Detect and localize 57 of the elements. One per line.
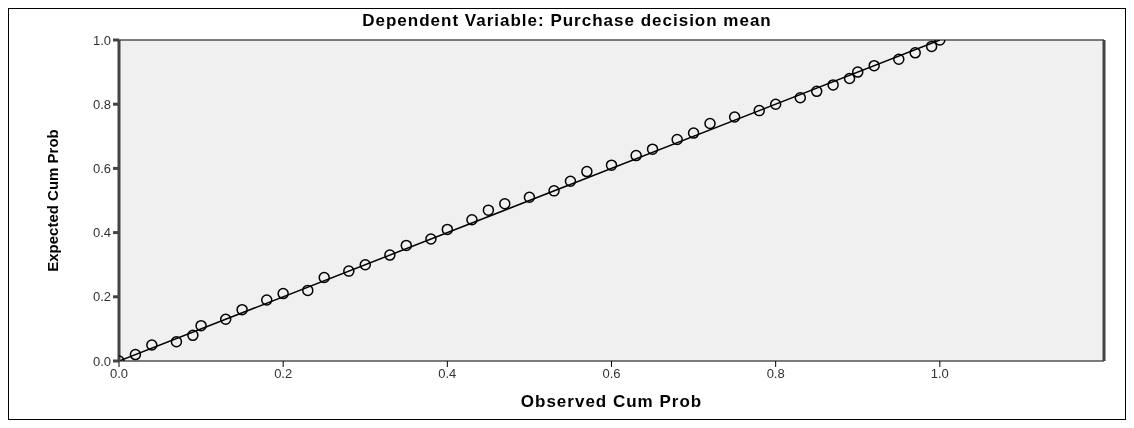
x-tick-label: 0.0: [109, 366, 129, 382]
point: [482, 204, 495, 216]
point: [893, 53, 905, 66]
chart-title: Dependent Variable: Purchase decision mean: [361, 11, 773, 31]
point: [843, 72, 856, 85]
x-tick-label: 1.0: [930, 366, 949, 382]
point: [753, 104, 765, 117]
point: [605, 159, 618, 171]
y-tick-label: 0.4: [92, 225, 111, 241]
y-tick-label: 0.8: [92, 96, 111, 112]
point: [146, 339, 158, 351]
point: [195, 319, 207, 332]
x-axis-title: Observed Cum Prob: [520, 392, 703, 411]
x-tick-label: 0.4: [438, 366, 457, 382]
point: [704, 117, 716, 130]
point: [909, 47, 921, 59]
point: [852, 66, 864, 78]
point: [318, 271, 330, 284]
point: [581, 165, 593, 178]
point: [236, 303, 248, 316]
point: [261, 294, 273, 306]
point: [441, 223, 454, 236]
y-axis-title: Expected Cum Prob: [44, 129, 62, 272]
point: [384, 249, 396, 261]
point: [868, 59, 880, 72]
x-tick-label: 0.2: [274, 366, 293, 382]
point: [129, 348, 142, 361]
point: [343, 265, 355, 277]
point: [400, 239, 413, 252]
point: [548, 185, 560, 197]
point: [359, 258, 371, 271]
y-tick-label: 0.0: [92, 353, 111, 369]
y-tick-label: 0.2: [92, 289, 111, 305]
point: [219, 313, 232, 326]
point: [646, 143, 659, 155]
x-tick-label: 0.8: [766, 366, 785, 382]
point: [302, 284, 314, 297]
point: [425, 233, 437, 245]
point: [925, 40, 938, 53]
point: [466, 214, 478, 226]
point: [630, 149, 642, 162]
point: [170, 335, 183, 348]
point: [794, 92, 807, 104]
point: [810, 85, 823, 98]
point: [769, 98, 782, 110]
x-tick-label: 0.6: [602, 366, 621, 382]
point: [728, 111, 741, 123]
y-tick-label: 0.6: [92, 161, 111, 177]
point: [187, 329, 199, 342]
point: [564, 175, 577, 187]
y-tick-label: 1.0: [92, 32, 111, 48]
point: [827, 79, 839, 91]
point: [523, 191, 536, 204]
point: [687, 127, 700, 139]
point: [671, 133, 683, 146]
point: [277, 287, 289, 300]
point: [499, 197, 511, 210]
